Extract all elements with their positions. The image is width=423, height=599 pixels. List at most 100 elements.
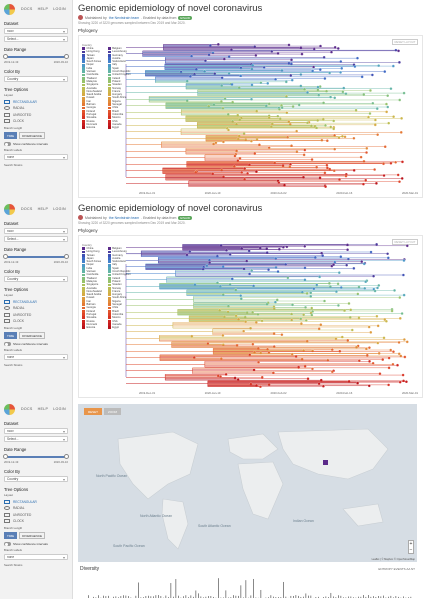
tip[interactable] xyxy=(401,160,404,164)
legend-item[interactable]: Vietnam xyxy=(82,70,102,74)
tip[interactable] xyxy=(377,351,381,355)
date-start-handle[interactable] xyxy=(3,454,8,459)
tip[interactable] xyxy=(265,251,269,254)
tip[interactable] xyxy=(398,98,402,102)
tip[interactable] xyxy=(338,349,342,353)
entropy-bar[interactable] xyxy=(178,595,179,598)
tip[interactable] xyxy=(311,310,315,313)
reset-layout-button[interactable]: RESET LAYOUT xyxy=(391,39,418,45)
tip[interactable] xyxy=(330,348,334,351)
tip[interactable] xyxy=(260,375,264,379)
login-link[interactable]: LOGIN xyxy=(53,207,66,211)
tip[interactable] xyxy=(367,115,370,119)
legend-item[interactable]: Austria xyxy=(107,57,131,60)
tip[interactable] xyxy=(280,333,284,337)
entropy-bar[interactable] xyxy=(128,596,129,598)
tip[interactable] xyxy=(300,52,304,56)
maintainer-link[interactable]: the Nextstrain team xyxy=(108,15,140,20)
tip[interactable] xyxy=(207,53,211,57)
entropy-bar[interactable] xyxy=(308,595,309,598)
tip[interactable] xyxy=(239,74,243,78)
tip[interactable] xyxy=(376,133,380,137)
tip[interactable] xyxy=(326,358,330,362)
tip[interactable] xyxy=(311,367,314,371)
tip[interactable] xyxy=(400,177,404,180)
tip[interactable] xyxy=(330,264,334,268)
date-end-handle[interactable] xyxy=(64,254,69,259)
tip[interactable] xyxy=(357,316,361,320)
legend-item[interactable]: Japan xyxy=(82,57,102,60)
tip[interactable] xyxy=(272,345,276,348)
entropy-bar[interactable] xyxy=(268,597,269,598)
tip[interactable] xyxy=(320,138,324,142)
tip[interactable] xyxy=(221,333,225,337)
tip[interactable] xyxy=(267,146,271,150)
tip[interactable] xyxy=(230,277,234,281)
tip[interactable] xyxy=(333,260,337,264)
legend-item[interactable]: Finland xyxy=(82,310,102,313)
confidence-toggle[interactable]: Show confidence intervals xyxy=(4,142,68,146)
phylogeny-tree[interactable] xyxy=(79,36,422,197)
entropy-bar[interactable] xyxy=(135,595,137,598)
legend-item[interactable]: Kuwait xyxy=(82,96,102,100)
layout-clock[interactable]: CLOCK xyxy=(4,519,68,523)
tip[interactable] xyxy=(356,56,359,60)
tip[interactable] xyxy=(276,52,280,55)
tip[interactable] xyxy=(304,305,307,309)
tip[interactable] xyxy=(319,44,322,48)
tip[interactable] xyxy=(399,130,403,134)
legend-item[interactable]: France xyxy=(107,90,131,93)
tip[interactable] xyxy=(303,148,307,152)
tip[interactable] xyxy=(381,358,385,362)
legend-item[interactable]: Czech Republic xyxy=(107,270,131,274)
tip[interactable] xyxy=(267,102,271,106)
legend-item[interactable]: Finland xyxy=(82,110,102,113)
date-start-handle[interactable] xyxy=(3,54,8,59)
tip[interactable] xyxy=(185,253,189,257)
tip[interactable] xyxy=(346,338,350,342)
tip[interactable] xyxy=(325,166,329,170)
tip[interactable] xyxy=(375,107,379,111)
tip[interactable] xyxy=(214,141,218,145)
tip[interactable] xyxy=(330,50,333,54)
tip[interactable] xyxy=(225,248,228,252)
legend-item[interactable]: Italy xyxy=(107,263,131,267)
entropy-bar[interactable] xyxy=(210,596,212,598)
entropy-bar[interactable] xyxy=(143,597,144,598)
tip[interactable] xyxy=(255,170,258,173)
legend-item[interactable]: Bahrain xyxy=(82,303,102,307)
entropy-bar[interactable] xyxy=(360,596,362,598)
tip[interactable] xyxy=(398,296,402,299)
tip[interactable] xyxy=(247,249,251,253)
tip[interactable] xyxy=(365,151,368,154)
branch-labels-select[interactable]: none xyxy=(4,154,68,160)
legend-item[interactable]: Slovakia xyxy=(82,316,102,320)
legend-item[interactable]: South Korea xyxy=(82,60,102,64)
gisaid-badge[interactable]: GISAID xyxy=(178,15,192,20)
legend-item[interactable]: Luxembourg xyxy=(107,50,131,54)
entropy-bar[interactable] xyxy=(353,597,354,598)
tip[interactable] xyxy=(382,336,386,340)
branch-divergence-button[interactable]: DIVERGENCE xyxy=(19,132,46,139)
tip[interactable] xyxy=(357,359,361,363)
tip[interactable] xyxy=(393,289,396,292)
tip[interactable] xyxy=(383,318,387,321)
tip[interactable] xyxy=(323,77,327,80)
legend-item[interactable]: Brazil xyxy=(107,310,131,313)
legend-item[interactable]: Poland xyxy=(107,280,131,284)
tip[interactable] xyxy=(272,332,276,335)
entropy-bar[interactable] xyxy=(388,596,389,598)
zoom-out-button[interactable]: − xyxy=(409,547,413,553)
entropy-bar[interactable] xyxy=(368,595,369,598)
entropy-bar[interactable] xyxy=(275,597,277,598)
entropy-bar[interactable] xyxy=(290,595,292,598)
entropy-bar[interactable] xyxy=(235,595,237,598)
tip[interactable] xyxy=(222,140,225,144)
tip[interactable] xyxy=(310,158,314,161)
entropy-bar[interactable] xyxy=(273,596,274,598)
nextstrain-logo[interactable] xyxy=(4,203,15,215)
tip[interactable] xyxy=(317,382,321,385)
legend-item[interactable]: Iran xyxy=(82,300,102,303)
tip[interactable] xyxy=(299,46,303,50)
color-by-select[interactable]: Country xyxy=(4,276,68,282)
